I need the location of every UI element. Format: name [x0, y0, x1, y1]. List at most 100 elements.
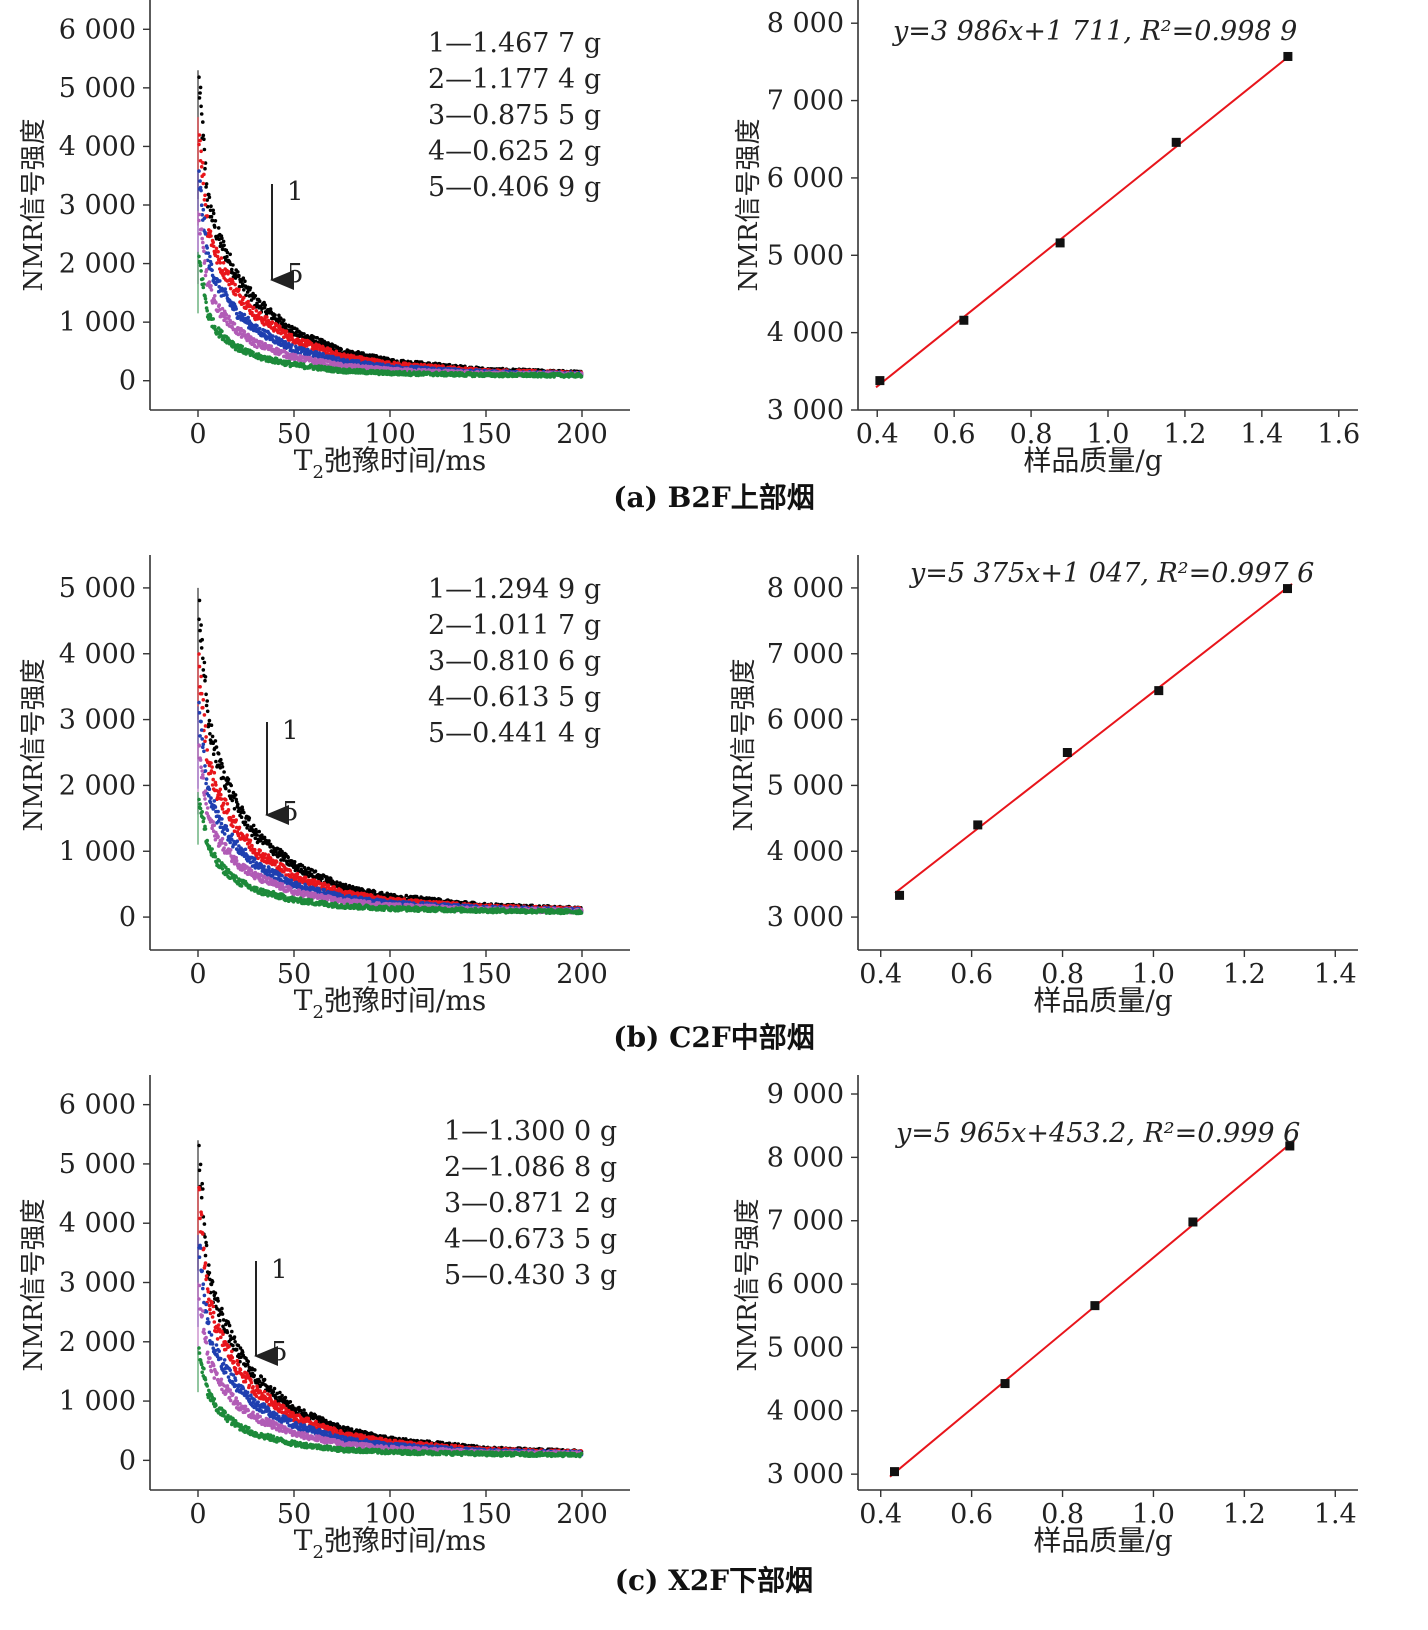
decay-point [197, 169, 201, 173]
y-tick-label: 6 000 [767, 163, 844, 194]
fit-data-point [1055, 238, 1065, 248]
decay-point [219, 256, 224, 260]
x-tick-label: 1.6 [1317, 419, 1360, 450]
decay-point [211, 777, 215, 782]
decay-point [208, 254, 212, 259]
decay-point [243, 279, 247, 284]
decay-point [276, 330, 281, 335]
decay-point [197, 254, 201, 259]
decay-point [211, 317, 215, 321]
decay-point [246, 315, 250, 320]
decay-point [202, 147, 207, 152]
decay-point [270, 320, 275, 324]
decay-point [214, 759, 218, 764]
decay-point [198, 91, 202, 95]
decay-point [211, 211, 216, 216]
legend-item: 2—1.177 4 g [428, 64, 601, 95]
decay-point [214, 246, 219, 251]
decay-point [284, 325, 288, 329]
decay-point [290, 337, 295, 342]
fit-a-xlabel: 样品质量/g [1023, 444, 1162, 477]
decay-point [203, 232, 208, 236]
decay-point [303, 875, 308, 880]
decay-point [209, 234, 213, 238]
decay-point [295, 871, 300, 876]
decay-point [238, 294, 243, 299]
decay-point [226, 269, 231, 274]
decay-point [239, 815, 244, 819]
decay-point [221, 239, 226, 244]
decay-point [246, 299, 250, 304]
decay-point [249, 322, 254, 327]
decay-point [286, 341, 291, 346]
decay-point [335, 880, 339, 884]
decay-point [198, 179, 202, 183]
decay-point [202, 172, 206, 177]
decay-point [202, 198, 207, 202]
decay-point [211, 208, 215, 213]
decay-point [245, 823, 250, 828]
decay-point [208, 313, 213, 318]
decay-point [208, 732, 212, 736]
decay-point [233, 282, 237, 287]
decay-point [253, 847, 257, 852]
y-tick-label: 3 000 [59, 190, 136, 221]
decay-point [215, 254, 220, 259]
decay-point [207, 280, 212, 284]
decay-point [204, 182, 209, 186]
decay-point [217, 303, 221, 307]
x-tick-label: 1.2 [1163, 419, 1206, 450]
decay-point [315, 336, 320, 340]
decay-point [225, 802, 230, 806]
decay-point [289, 332, 294, 337]
decay-point [199, 203, 204, 207]
y-tick-label: 1 000 [59, 836, 136, 867]
decay-point [228, 286, 233, 291]
decay-point [221, 261, 226, 265]
legend-item: 1—1.467 7 g [428, 28, 601, 59]
x-tick-label: 50 [277, 419, 311, 450]
decay-point [218, 261, 223, 265]
legend-item: 5—0.406 9 g [428, 172, 601, 203]
decay-point [242, 810, 246, 815]
decay-point [220, 765, 225, 769]
decay-point [280, 321, 285, 326]
decay-point [227, 282, 231, 287]
decay-point [209, 288, 214, 292]
decay-point [213, 739, 218, 743]
decay-point [198, 263, 203, 268]
decay-point [197, 218, 201, 223]
decay-point [214, 282, 218, 287]
decay-point [197, 664, 202, 669]
decay-point [205, 748, 209, 752]
decay-point [205, 246, 209, 250]
decay-point [213, 219, 218, 223]
decay-point [336, 356, 341, 360]
decay-point [198, 185, 203, 190]
decay-point [202, 137, 206, 141]
decay-point [219, 797, 224, 801]
y-tick-label: 3 000 [767, 395, 844, 426]
decay-point [250, 843, 254, 848]
decay-point [253, 294, 258, 298]
y-tick-label: 4 000 [767, 318, 844, 349]
decay-point [237, 287, 241, 292]
y-tick-label: 8 000 [767, 8, 844, 39]
decay-point [214, 745, 219, 749]
y-tick-label: 3 000 [59, 705, 136, 736]
decay-point [210, 783, 215, 787]
decay-point [198, 85, 203, 90]
decay-point [210, 734, 215, 739]
decay-point [203, 678, 207, 683]
decay-point [226, 808, 231, 812]
decay-point [237, 284, 242, 289]
decay-point [240, 344, 244, 349]
decay-point [215, 261, 219, 265]
decay-point [201, 656, 205, 661]
decay-point [201, 181, 206, 186]
decay-point [225, 293, 229, 298]
decay-point [283, 340, 288, 344]
decay-point [218, 787, 223, 792]
